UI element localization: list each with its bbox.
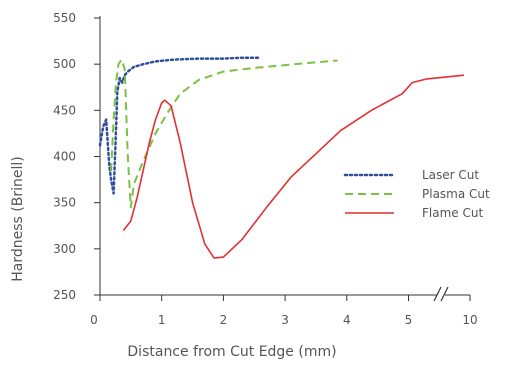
legend: Laser Cut Plasma Cut Flame Cut <box>343 168 490 220</box>
axis-break-mark <box>433 286 442 302</box>
axes: 250 300 350 400 450 500 550 0 1 2 3 4 5 10 <box>53 11 478 327</box>
x-tick-label: 10 <box>462 313 477 327</box>
series-line-flame-cut <box>122 74 464 259</box>
y-tick-label: 500 <box>53 57 76 71</box>
y-tick-label: 550 <box>53 11 76 25</box>
x-tick-label: 5 <box>405 313 413 327</box>
y-tick-label: 300 <box>53 242 76 256</box>
series-layer <box>98 56 464 259</box>
x-tick-label: 2 <box>220 313 228 327</box>
legend-label-laser-cut: Laser Cut <box>422 168 479 182</box>
y-tick-label: 250 <box>53 288 76 302</box>
y-axis-title: Hardness (Brinell) <box>10 156 26 281</box>
legend-label-flame-cut: Flame Cut <box>422 206 483 220</box>
series-line-laser-cut <box>98 56 262 195</box>
y-tick-label: 450 <box>53 103 76 117</box>
axis-break-mark <box>440 286 449 302</box>
x-tick-label: 0 <box>90 313 98 327</box>
y-tick-label: 350 <box>53 196 76 210</box>
x-tick-label: 3 <box>281 313 289 327</box>
series-line-plasma-cut <box>110 58 338 209</box>
x-tick-label: 1 <box>158 313 166 327</box>
legend-label-plasma-cut: Plasma Cut <box>422 187 490 201</box>
x-axis-title: Distance from Cut Edge (mm) <box>127 344 336 360</box>
y-tick-label: 400 <box>53 150 76 164</box>
x-tick-label: 4 <box>343 313 351 327</box>
